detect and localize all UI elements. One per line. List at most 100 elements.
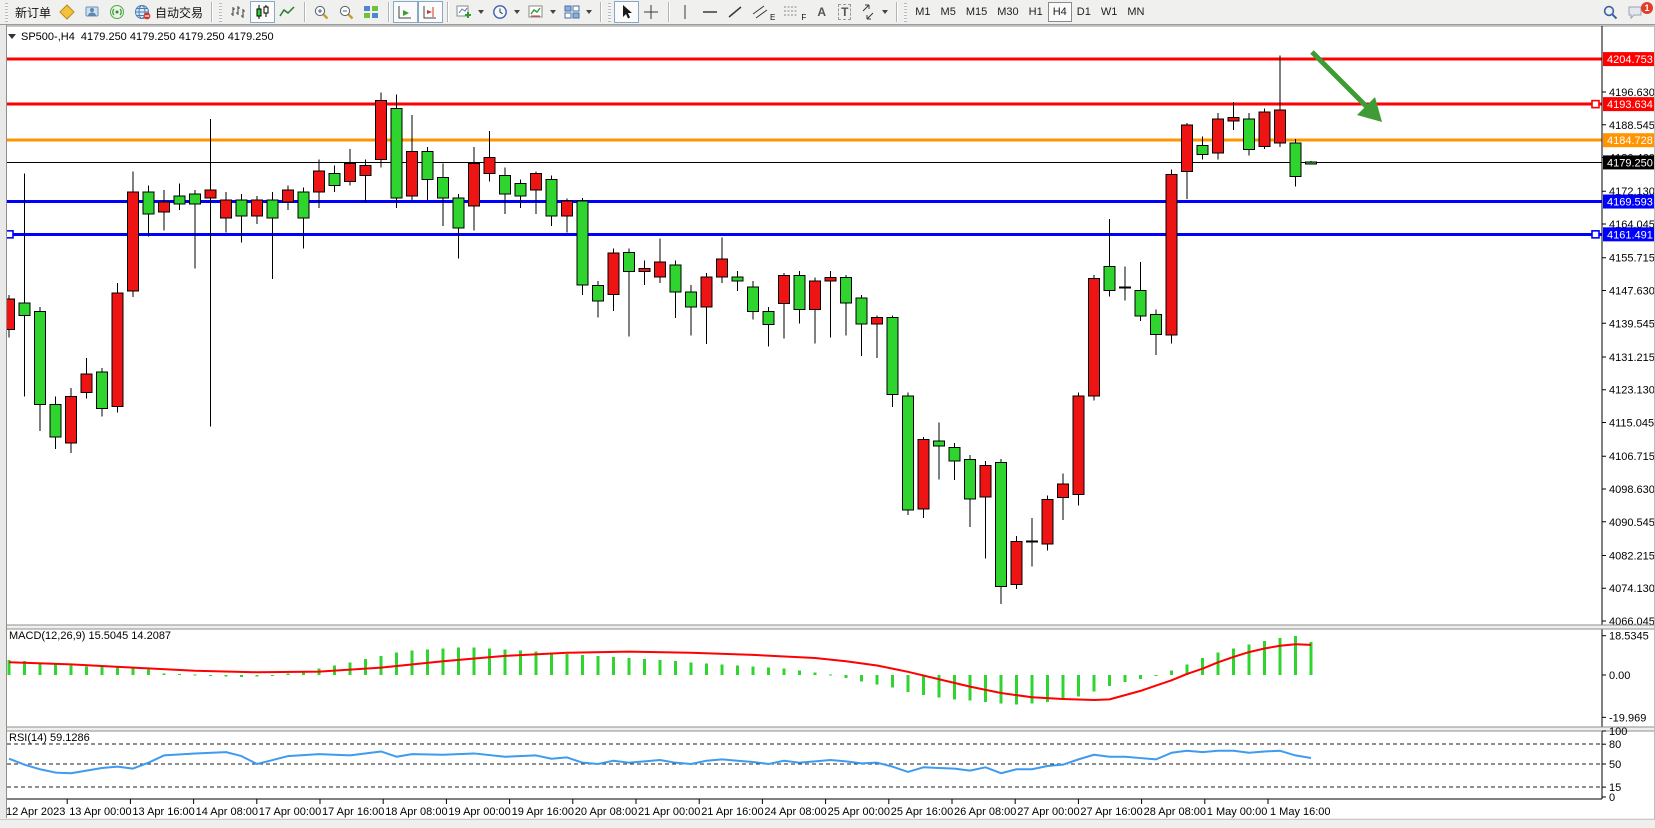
price-tick-label: 4115.045 [1609,418,1654,430]
periods-button[interactable] [488,1,524,23]
equidistant-channel-button[interactable]: E [748,1,779,23]
horizontal-line-button[interactable] [698,1,723,23]
time-tick-label: 1 May 16:00 [1270,806,1331,818]
macd-histogram-bar [984,675,987,703]
toolbar-grip[interactable] [608,2,612,22]
candlestick-chart-icon [256,5,269,19]
chart-canvas[interactable]: 4196.6304188.5454180.4604172.1304164.045… [0,25,1655,828]
macd-histogram-bar [1154,675,1158,676]
hline-handle[interactable] [5,230,14,239]
chart-dropdown-icon[interactable] [8,34,16,39]
candle-body [235,199,248,217]
candle-body [654,261,666,278]
candle-body [778,275,790,305]
hline-handle[interactable] [1591,99,1600,109]
candle-body [266,199,279,219]
toolbar-grip[interactable] [904,2,908,22]
macd-histogram-bar [410,650,414,675]
new-chart-button[interactable] [452,1,488,23]
zoom-in-button[interactable] [309,1,334,23]
timeframe-h1-button[interactable]: H1 [1024,2,1048,22]
macd-histogram-bar [271,675,274,676]
pane-splitter[interactable] [0,625,1655,629]
macd-histogram-bar [1123,675,1127,683]
trend-arrow-head[interactable] [1357,97,1382,122]
candle-body [1134,290,1147,317]
new-order-button[interactable]: 新订单 [11,1,55,23]
candle-body [576,200,589,286]
price-level-label-bg [1603,97,1655,112]
timeframe-mn-button[interactable]: MN [1122,2,1149,22]
macd-histogram-bar [1046,675,1049,703]
new-chart-icon [456,5,472,18]
chart-shift-button[interactable] [418,1,444,23]
macd-histogram-bar [798,670,801,675]
candle-body [328,173,341,187]
toolbar-grip[interactable] [5,2,8,22]
autotrading-button[interactable]: 自动交易 [130,1,207,23]
candle-body [1072,395,1085,495]
candle-body [1010,540,1023,585]
price-tick-label: 4090.545 [1609,517,1655,529]
macd-histogram-bar [751,666,755,675]
hline-handle[interactable] [1591,230,1600,239]
arrows-tool-button[interactable] [856,1,892,23]
macd-histogram-bar [209,675,212,676]
price-level-label-bg [1603,194,1655,209]
timeframe-m15-button[interactable]: M15 [961,2,992,22]
crosshair-button[interactable] [639,1,664,23]
candle-body [933,440,945,447]
candle-body [514,183,527,197]
notifications[interactable]: 1 [1623,1,1653,23]
toolbar-separator [388,2,390,22]
signals-button[interactable] [105,1,130,23]
candlestick-chart-button[interactable] [250,1,276,23]
profile-button[interactable] [80,1,105,23]
templates-icon [528,5,543,18]
channel-icon [752,5,768,19]
rsi-line [8,749,1312,775]
timeframe-h4-button[interactable]: H4 [1047,2,1072,22]
timeframe-m30-button[interactable]: M30 [992,2,1023,22]
macd-histogram-bar [1278,637,1282,675]
candle-body [127,191,139,292]
toolbar-grip[interactable] [219,2,223,22]
toolbar-separator [668,2,670,22]
candle-body [1057,483,1069,499]
macd-histogram-bar [1232,648,1235,675]
fibonacci-button[interactable]: F [779,1,810,23]
candle-body [948,446,961,462]
trendline-button[interactable] [723,1,748,23]
candle-body [158,201,170,213]
macd-histogram-bar [860,675,863,682]
cursor-button[interactable] [614,1,640,23]
text-tool-button[interactable]: A [810,1,833,23]
time-tick-label: 14 Apr 08:00 [196,806,258,818]
timeframe-w1-button[interactable]: W1 [1096,2,1123,22]
macd-histogram-bar [503,649,507,675]
trend-arrow-shaft[interactable] [1310,50,1371,111]
dropdown-caret-icon [882,10,889,14]
pane-splitter[interactable] [0,727,1655,731]
time-tick-label: 25 Apr 00:00 [828,806,890,818]
search-button[interactable] [1598,1,1623,23]
indicators-button[interactable] [560,1,596,23]
auto-scroll-button[interactable] [393,1,419,23]
market-button[interactable] [55,1,80,23]
templates-button[interactable] [524,1,560,23]
macd-histogram-bar [286,673,290,675]
macd-histogram-bar [1092,675,1096,692]
tile-windows-button[interactable] [359,1,384,23]
zoom-out-button[interactable] [334,1,359,23]
text-label-button[interactable]: T [833,1,856,23]
timeframe-m5-button[interactable]: M5 [936,2,961,22]
timeframe-d1-button[interactable]: D1 [1072,2,1096,22]
time-tick-label: 27 Apr 00:00 [1017,806,1079,818]
candle-body [1227,117,1240,122]
vertical-line-button[interactable] [673,1,698,23]
line-chart-button[interactable] [275,1,300,23]
timeframe-m1-button[interactable]: M1 [910,2,935,22]
candle-body [1119,286,1131,289]
bar-chart-button[interactable] [225,1,250,23]
time-tick-label: 24 Apr 08:00 [764,806,826,818]
